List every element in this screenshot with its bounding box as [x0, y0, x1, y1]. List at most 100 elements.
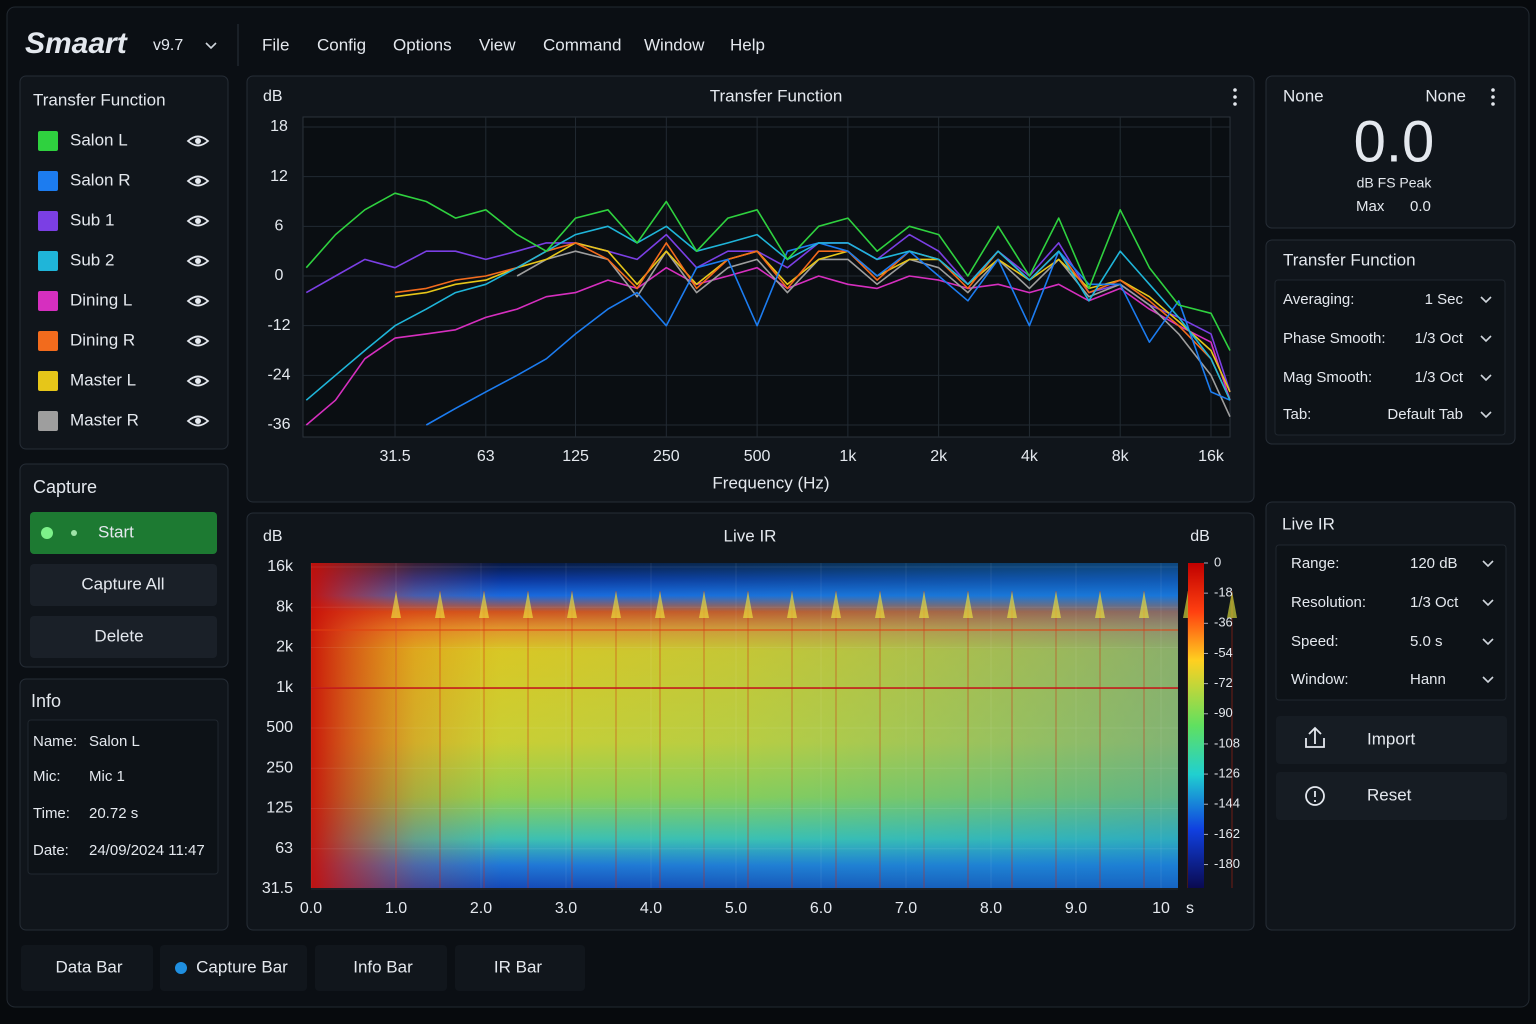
eye-icon — [186, 255, 210, 267]
chevron-icon — [205, 42, 217, 50]
panel-title: Live IR — [1282, 514, 1335, 533]
setting-value[interactable]: 1/3 Oct — [1415, 330, 1464, 347]
tab[interactable] — [21, 945, 153, 991]
spectral-spike — [919, 591, 929, 618]
setting-label: Speed: — [1291, 633, 1339, 650]
legend-entry: Dining L — [70, 290, 132, 309]
menu-button[interactable] — [1233, 88, 1237, 106]
eye-pupil — [195, 378, 201, 384]
eye-pupil — [195, 138, 201, 144]
setting-value[interactable]: 5.0 s — [1410, 633, 1443, 650]
menu-item[interactable]: Window — [644, 35, 705, 54]
spectral-spike — [523, 591, 533, 618]
active-dot — [175, 962, 187, 974]
colorbar — [1188, 563, 1204, 888]
menu-item[interactable]: Command — [543, 35, 621, 54]
chevron-icon — [1482, 638, 1494, 646]
series-line — [305, 225, 1231, 401]
chevron-icon — [1482, 599, 1494, 607]
legend-entry: Sub 1 — [70, 210, 114, 229]
settings-box — [1274, 279, 1506, 436]
legend-entry: Salon R — [70, 170, 130, 189]
x-tick-label: 16k — [1198, 448, 1225, 465]
eye-icon — [186, 215, 210, 227]
visibility-toggle[interactable] — [186, 335, 210, 347]
visibility-toggle[interactable] — [186, 215, 210, 227]
menu-item[interactable]: Help — [730, 35, 765, 54]
reset-icon — [1305, 786, 1325, 806]
delete-button[interactable] — [30, 616, 217, 658]
tab[interactable] — [160, 945, 307, 991]
x-tick-label: 5.0 — [725, 900, 747, 917]
tab-label: IR Bar — [494, 957, 543, 976]
start-button[interactable] — [30, 512, 217, 554]
x-tick-label: 2.0 — [470, 900, 492, 917]
spectral-spike — [611, 591, 621, 618]
setting-label: Resolution: — [1291, 594, 1366, 611]
spectral-spike — [875, 591, 885, 618]
setting-value[interactable]: 1 Sec — [1425, 291, 1464, 308]
panel-title: Transfer Function — [33, 90, 166, 109]
series-line — [305, 192, 1231, 351]
visibility-toggle[interactable] — [186, 375, 210, 387]
info-label: Date: — [33, 842, 69, 859]
reset-button[interactable] — [1276, 772, 1507, 820]
setting-value[interactable]: 120 dB — [1410, 555, 1458, 572]
visibility-toggle[interactable] — [186, 135, 210, 147]
visibility-toggle[interactable] — [186, 255, 210, 267]
chevron-icon — [1480, 296, 1492, 304]
x-tick-label: 500 — [744, 448, 771, 465]
plot-area — [302, 116, 1231, 438]
y-tick-label: 250 — [266, 759, 293, 776]
meter-max-label: Max — [1356, 198, 1385, 215]
x-tick-label: 125 — [562, 448, 589, 465]
capture-all-button-label: Capture All — [81, 574, 164, 593]
tab[interactable] — [455, 945, 585, 991]
menu-item[interactable]: File — [262, 35, 289, 54]
y-tick-label: 6 — [275, 218, 284, 235]
y-tick-label: -24 — [267, 367, 290, 384]
info-label: Mic: — [33, 768, 61, 785]
x-unit: s — [1186, 900, 1194, 917]
chevron-icon — [1480, 411, 1492, 419]
tab[interactable] — [315, 945, 447, 991]
setting-label: Averaging: — [1283, 291, 1354, 308]
eye-icon — [186, 135, 210, 147]
y-tick-label: 500 — [266, 719, 293, 736]
y-tick-label: 63 — [275, 840, 293, 857]
dot — [1233, 102, 1237, 106]
setting-value[interactable]: 1/3 Oct — [1415, 369, 1464, 386]
eye-pupil — [195, 218, 201, 224]
dot — [1233, 95, 1237, 99]
visibility-toggle[interactable] — [186, 415, 210, 427]
spectral-spike — [831, 591, 841, 618]
visibility-toggle[interactable] — [186, 295, 210, 307]
eye-pupil — [195, 298, 201, 304]
capture-all-button[interactable] — [30, 564, 217, 606]
menu-item[interactable]: Config — [317, 35, 366, 54]
setting-value[interactable]: Hann — [1410, 671, 1446, 688]
menu-button[interactable] — [1491, 88, 1495, 106]
spectral-spike — [479, 591, 489, 618]
info-box — [27, 719, 219, 875]
menu-item[interactable]: View — [479, 35, 516, 54]
panel-title: Transfer Function — [1283, 250, 1416, 269]
setting-value[interactable]: 1/3 Oct — [1410, 594, 1459, 611]
info-label: Name: — [33, 733, 77, 750]
menu-item[interactable]: Options — [393, 35, 452, 54]
x-tick-label: 1k — [839, 448, 857, 465]
import-button[interactable] — [1276, 716, 1507, 764]
eye-icon — [186, 295, 210, 307]
visibility-toggle[interactable] — [186, 175, 210, 187]
dot — [1491, 95, 1495, 99]
legend-swatch — [38, 331, 58, 351]
setting-value[interactable]: Default Tab — [1387, 406, 1463, 423]
x-tick-label: 1.0 — [385, 900, 407, 917]
y-tick-label: 16k — [267, 558, 294, 575]
info-value: 24/09/2024 11:47 — [89, 842, 205, 859]
colorbar-tick-label: -162 — [1214, 826, 1240, 841]
series-line — [425, 242, 1231, 426]
y-tick-label: 1k — [276, 679, 294, 696]
reset-button-label: Reset — [1367, 785, 1412, 804]
info-value: Salon L — [89, 733, 140, 750]
